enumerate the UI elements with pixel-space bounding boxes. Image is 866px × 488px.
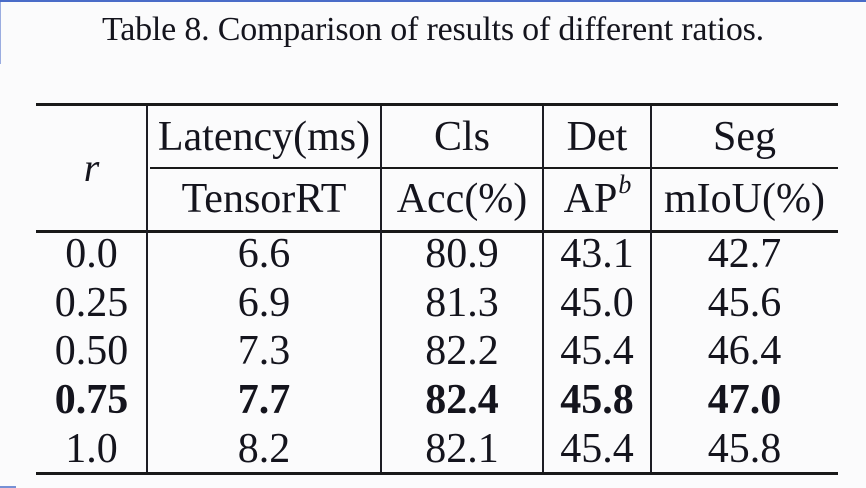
header-r: r: [83, 145, 100, 190]
table-caption: Table 8. Comparison of results of differ…: [102, 11, 764, 48]
column-divider: [380, 106, 382, 472]
table-cell: 6.6: [237, 231, 291, 278]
table-cell: 6.9: [237, 279, 291, 326]
table-cell: 45.8: [707, 425, 782, 472]
table-cell: 45.4: [560, 328, 634, 375]
table-cell: 1.0: [65, 425, 118, 472]
ap-label: AP: [563, 175, 618, 222]
table-cell: 42.7: [707, 231, 782, 278]
subheader-miou: mIoU(%): [664, 175, 825, 222]
header-det: Det: [566, 113, 628, 160]
header-seg: Seg: [713, 113, 776, 160]
column-divider: [542, 106, 544, 472]
column-divider: [146, 106, 148, 472]
header-latency: Latency(ms): [157, 113, 371, 160]
table-cell: 0.50: [54, 328, 129, 375]
results-table: r Latency(ms) Cls Det Seg TensorRT Acc(%…: [36, 103, 838, 475]
header-cls: Cls: [433, 113, 491, 160]
header-bottom-rule: [36, 230, 838, 233]
table-top-rule: [36, 103, 838, 106]
table-cell: 8.2: [237, 425, 291, 472]
table-cell-best: 45.8: [560, 377, 634, 424]
header-mid-rule: [150, 167, 838, 169]
table-bottom-rule: [36, 472, 838, 475]
page-top-border: [0, 0, 866, 2]
table-cell: 45.6: [707, 279, 782, 326]
table-cell: 7.3: [237, 328, 291, 375]
table-cell: 0.0: [65, 231, 118, 278]
table-cell: 81.3: [425, 279, 499, 326]
table-cell: 45.4: [560, 425, 634, 472]
ap-superscript: b: [618, 169, 632, 199]
table-cell: 0.25: [54, 279, 129, 326]
page-left-border: [0, 0, 1, 64]
table-cell: 45.0: [560, 279, 634, 326]
table-cell: 46.4: [707, 328, 782, 375]
table-cell: 82.2: [425, 328, 499, 375]
table-grid: r Latency(ms) Cls Det Seg TensorRT Acc(%…: [36, 106, 838, 473]
subheader-acc: Acc(%): [396, 175, 528, 222]
table-cell: 43.1: [560, 231, 634, 278]
table-cell-best: 82.4: [425, 377, 499, 424]
table-cell: 82.1: [425, 425, 499, 472]
subheader-ap: AP b: [543, 167, 651, 230]
table-cell: 80.9: [425, 231, 499, 278]
column-divider: [650, 106, 652, 472]
page-corner-mark: [0, 486, 16, 488]
table-cell-best: 47.0: [707, 377, 782, 424]
table-cell-best: 0.75: [54, 377, 129, 424]
subheader-tensorrt: TensorRT: [181, 175, 347, 222]
table-cell-best: 7.7: [237, 377, 291, 424]
